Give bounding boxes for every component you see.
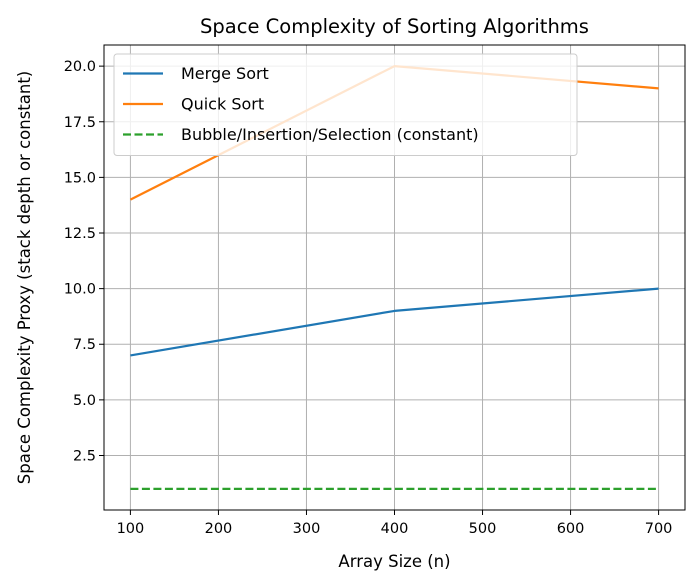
x-axis: 100 200 300 400 500 600 700: [117, 510, 673, 537]
legend-label-1: Quick Sort: [181, 95, 264, 114]
y-tick-label: 17.5: [64, 115, 96, 131]
chart-title: Space Complexity of Sorting Algorithms: [200, 15, 589, 38]
y-axis-label: Space Complexity Proxy (stack depth or c…: [15, 71, 34, 484]
x-tick-label: 600: [557, 521, 585, 537]
y-tick-label: 10.0: [64, 282, 96, 298]
legend-box: [113, 53, 578, 156]
legend: Merge Sort Quick Sort Bubble/Insertion/Sel…: [113, 53, 578, 156]
series-line-0: [130, 287, 659, 357]
y-tick-label: 15.0: [64, 170, 96, 186]
y-tick-label: 20.0: [64, 59, 96, 75]
x-tick-label: 200: [205, 521, 233, 537]
legend-label-0: Merge Sort: [181, 64, 269, 83]
y-tick-label: 7.5: [73, 337, 96, 353]
x-tick-label: 500: [469, 521, 497, 537]
x-tick-label: 700: [645, 521, 673, 537]
y-tick-label: 5.0: [73, 393, 96, 409]
x-tick-label: 100: [117, 521, 145, 537]
x-tick-label: 400: [381, 521, 409, 537]
x-axis-label: Array Size (n): [338, 552, 450, 571]
legend-label-2: Bubble/Insertion/Selection (constant): [181, 125, 479, 144]
y-tick-label: 12.5: [64, 226, 96, 242]
y-tick-label: 2.5: [73, 448, 96, 464]
y-axis: 2.5 5.0 7.5 10.0 12.5 15.0 17.5 20.0: [64, 59, 104, 464]
x-tick-label: 300: [293, 521, 321, 537]
